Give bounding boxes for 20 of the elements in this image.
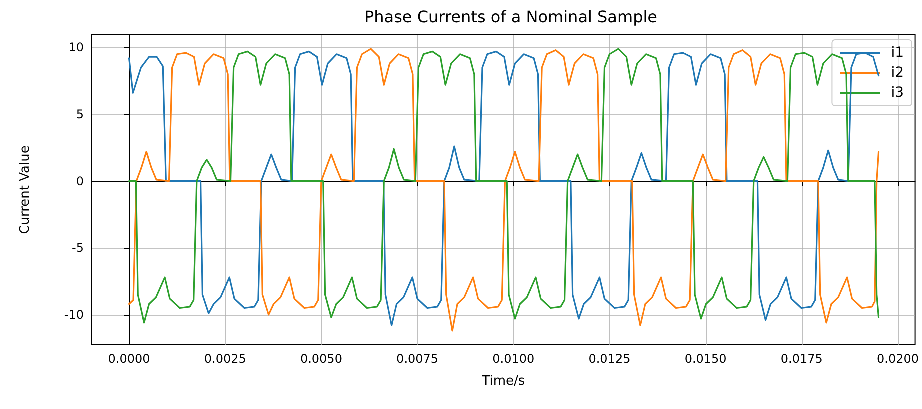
y-tick-label: 10: [68, 40, 84, 55]
y-tick-label: 5: [76, 108, 84, 122]
y-tick-label: 0: [76, 174, 84, 188]
legend-label: i3: [891, 85, 904, 101]
x-tick-label: 0.0100: [492, 352, 535, 366]
x-tick-label: 0.0200: [877, 352, 920, 366]
y-tick-label: -10: [64, 308, 84, 322]
y-axis-title: Current Value: [18, 146, 33, 234]
x-tick-label: 0.0050: [300, 352, 342, 366]
x-tick-label: 0.0175: [780, 352, 823, 366]
x-tick-label: 0.0025: [204, 352, 246, 366]
x-axis-title: Time/s: [481, 374, 526, 389]
y-tick-label: -5: [72, 241, 84, 256]
x-tick-label: 0.0150: [684, 352, 727, 366]
x-tick-label: 0.0000: [108, 352, 150, 366]
legend-label: i1: [891, 45, 904, 61]
x-tick-label: 0.0075: [396, 352, 439, 366]
x-tick-label: 0.0125: [588, 352, 631, 366]
legend-label: i2: [891, 65, 904, 81]
chart-title: Phase Currents of a Nominal Sample: [364, 8, 658, 26]
